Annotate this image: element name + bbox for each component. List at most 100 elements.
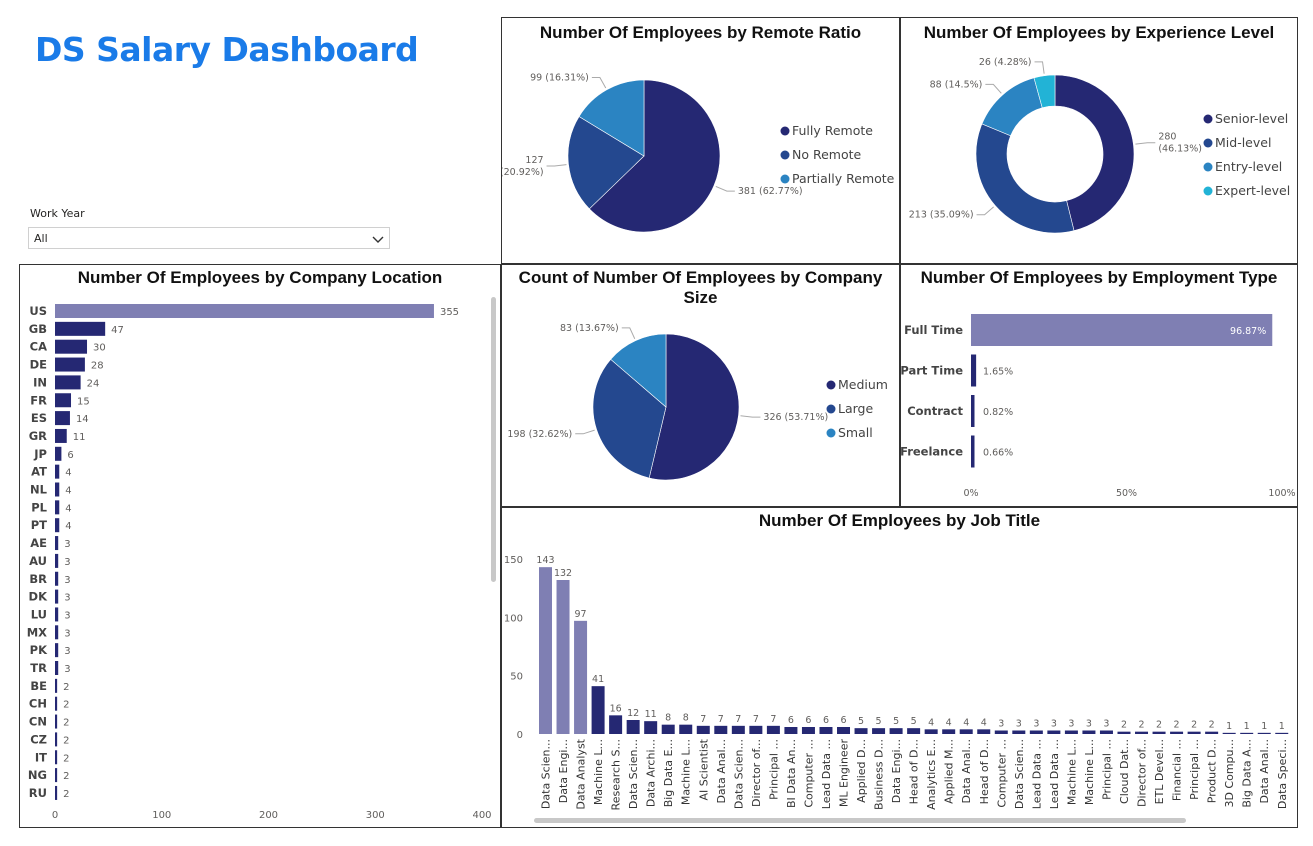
pie-slice-senior-level [1054, 74, 1135, 232]
job-y-tick-label: 50 [510, 672, 523, 683]
location-tick-label: FR [30, 393, 47, 407]
location-bar-in [55, 375, 81, 390]
pie-data-label-mid-level: 213 (35.09%) [909, 210, 974, 221]
job-data-label: 1 [1244, 721, 1250, 732]
job-bar-5 [626, 720, 640, 734]
location-tick-label: DE [30, 358, 48, 372]
legend-marker-mid-level [1203, 138, 1213, 148]
job-bar-24 [959, 729, 973, 734]
employment-x-tick-label: 50% [1116, 488, 1137, 499]
job-title-title: Number Of Employees by Job Title [758, 511, 1041, 530]
location-tick-label: CH [29, 697, 47, 711]
work-year-slicer-value: All [34, 232, 48, 245]
job-title-scrollbar[interactable] [534, 818, 1186, 823]
job-data-label: 6 [823, 715, 829, 726]
company-location-scrollbar[interactable] [491, 297, 496, 582]
chevron-down-icon[interactable] [371, 231, 385, 250]
job-tick-label: Applied M... [943, 739, 956, 804]
leader-line-partially-remote [591, 77, 607, 89]
location-bar-pk [55, 643, 59, 658]
legend-label-mid-level: Mid-level [1215, 135, 1271, 150]
legend-label-senior-level: Senior-level [1215, 111, 1288, 126]
job-tick-label: Data Scien... [732, 739, 745, 809]
job-bar-15 [801, 727, 815, 734]
location-tick-label: PL [31, 500, 47, 514]
work-year-slicer-dropdown[interactable]: All [28, 227, 390, 249]
location-bar-pt [55, 518, 60, 533]
job-bar-2 [574, 620, 588, 734]
location-bar-pl [55, 500, 60, 515]
location-data-label: 3 [64, 610, 70, 621]
leader-line-expert-level [1034, 61, 1045, 74]
job-tick-label: Data Anal... [1258, 739, 1271, 804]
location-data-label: 2 [63, 735, 69, 746]
job-tick-label: Head of D... [978, 739, 991, 804]
job-tick-label: Applied D... [855, 739, 868, 803]
location-bar-at [55, 464, 60, 479]
location-data-label: 2 [63, 682, 69, 693]
employment-tick-label: Freelance [901, 445, 963, 459]
location-bar-au [55, 553, 59, 568]
location-bar-ng [55, 768, 58, 783]
job-bar-36 [1170, 731, 1184, 734]
job-bar-12 [749, 725, 763, 734]
job-bar-6 [644, 721, 658, 734]
employment-data-label: 1.65% [983, 367, 1013, 378]
legend-marker-medium [826, 380, 836, 390]
job-data-label: 12 [627, 708, 639, 719]
location-data-label: 28 [91, 361, 104, 372]
pie-data-label-partially-remote: 99 (16.31%) [530, 73, 589, 84]
location-tick-label: PK [30, 643, 48, 657]
location-bar-de [55, 357, 85, 372]
legend-label-expert-level: Expert-level [1215, 183, 1290, 198]
job-bar-21 [907, 728, 921, 734]
job-data-label: 1 [1226, 721, 1232, 732]
location-data-label: 3 [64, 646, 70, 657]
job-bar-22 [924, 729, 938, 734]
job-tick-label: ML Engineer [838, 739, 851, 808]
location-tick-label: NL [30, 483, 48, 497]
job-tick-label: BI Data An... [785, 739, 798, 808]
employment-tick-label: Full Time [904, 323, 963, 337]
job-bar-29 [1047, 730, 1061, 734]
job-tick-label: Data Anal... [960, 739, 973, 804]
job-tick-label: Financial ... [1171, 739, 1184, 801]
job-tick-label: Big Data A... [1241, 739, 1254, 808]
job-data-label: 1 [1261, 721, 1267, 732]
job-tick-label: Principal ... [1188, 739, 1201, 800]
location-tick-label: RU [29, 786, 47, 800]
job-data-label: 3 [1016, 719, 1022, 730]
location-data-label: 2 [63, 789, 69, 800]
job-tick-label: Head of D... [908, 739, 921, 804]
location-tick-label: GR [29, 429, 47, 443]
legend-marker-senior-level [1203, 114, 1213, 124]
location-tick-label: IT [35, 750, 47, 764]
job-tick-label: Big Data E... [662, 739, 675, 807]
job-y-tick-label: 0 [517, 730, 523, 741]
leader-line-mid-level [976, 206, 994, 216]
job-tick-label: AI Scientist [697, 738, 710, 800]
legend-marker-entry-level [1203, 162, 1213, 172]
job-tick-label: Computer ... [802, 739, 815, 808]
location-bar-dk [55, 589, 59, 604]
job-bar-42 [1275, 732, 1289, 734]
job-bar-7 [661, 724, 675, 734]
leader-line-senior-level [1135, 142, 1156, 145]
job-bar-27 [1012, 730, 1026, 734]
pie-slice-fully-remote [588, 79, 721, 233]
company-size-pie-chart: 326 (53.71%) Medium 198 (32.62%) Large 83 (1… [507, 323, 888, 481]
employment-bar-full-time [971, 314, 1273, 346]
pie-slice-no-remote [567, 116, 645, 210]
job-data-label: 97 [575, 609, 587, 620]
employment-x-tick-label: 0% [963, 488, 978, 499]
location-bar-cz [55, 732, 58, 747]
location-data-label: 2 [63, 700, 69, 711]
location-tick-label: CA [30, 340, 47, 354]
leader-line-large [575, 429, 595, 435]
legend-label-small: Small [838, 425, 873, 440]
job-bar-32 [1099, 730, 1113, 734]
job-data-label: 11 [645, 709, 657, 720]
job-tick-label: Analytics E... [925, 739, 938, 810]
job-bar-38 [1205, 731, 1219, 734]
job-data-label: 2 [1174, 720, 1180, 731]
